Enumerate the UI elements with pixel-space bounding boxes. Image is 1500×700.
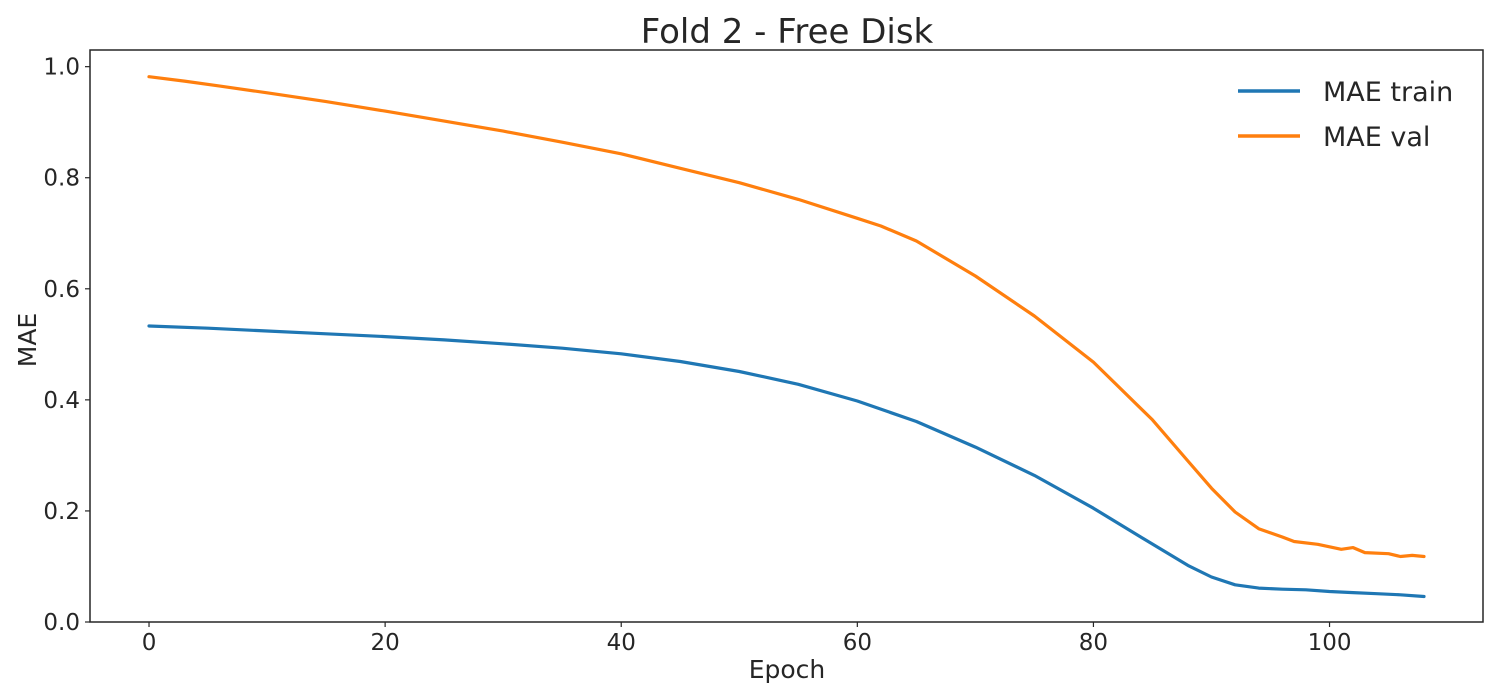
plot-lines [147, 75, 1426, 599]
y-tick-label: 0.8 [43, 166, 80, 192]
y-axis-label: MAE [13, 313, 42, 367]
x-tick-label: 80 [1079, 630, 1108, 656]
y-tick-label: 0.2 [43, 499, 80, 525]
x-tick-label: 100 [1308, 630, 1352, 656]
y-tick-label: 0.6 [43, 277, 80, 303]
x-tick-label: 0 [142, 630, 157, 656]
y-tick-label: 1.0 [43, 55, 80, 81]
legend[interactable]: MAE train MAE val [1238, 77, 1453, 153]
legend-label: MAE val [1323, 122, 1430, 153]
series-line-mae-train [147, 324, 1426, 599]
series-line-mae-val [147, 75, 1426, 559]
x-axis-label: Epoch [749, 655, 826, 684]
legend-label: MAE train [1323, 77, 1453, 108]
y-tick-label: 0.0 [43, 610, 80, 636]
legend-item[interactable]: MAE val [1238, 122, 1430, 153]
legend-item[interactable]: MAE train [1238, 77, 1453, 108]
x-axis-ticks: 0 20 40 60 80 100 [142, 622, 1352, 656]
chart-title: Fold 2 - Free Disk [641, 12, 934, 52]
x-tick-label: 60 [843, 630, 872, 656]
x-tick-label: 40 [607, 630, 636, 656]
y-tick-label: 0.4 [43, 388, 80, 414]
y-axis-ticks: 0.0 0.2 0.4 0.6 0.8 1.0 [43, 55, 90, 636]
x-tick-label: 20 [370, 630, 399, 656]
plot-area-frame [89, 49, 1484, 623]
